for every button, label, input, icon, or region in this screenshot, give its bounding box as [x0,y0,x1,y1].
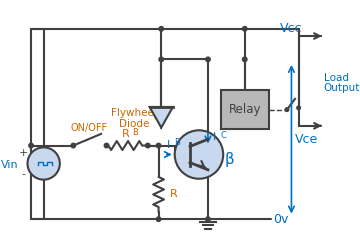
Circle shape [104,143,109,148]
Text: I: I [213,132,217,142]
Text: Vcc: Vcc [280,22,302,35]
Circle shape [243,57,247,62]
Bar [221,90,269,129]
Text: β: β [225,152,235,166]
Text: Load: Load [324,73,349,83]
Circle shape [156,143,161,148]
Text: Diode: Diode [119,119,149,129]
Circle shape [29,143,33,148]
Circle shape [145,143,150,148]
Circle shape [159,57,163,62]
Circle shape [71,143,76,148]
Text: B: B [174,138,180,147]
Circle shape [175,130,223,179]
Text: Relay: Relay [229,103,261,116]
Text: Output: Output [324,83,360,93]
Circle shape [159,27,163,31]
Polygon shape [150,107,173,127]
Circle shape [285,108,289,111]
Text: Vce: Vce [295,133,318,146]
Circle shape [297,106,300,110]
Text: R: R [170,189,178,199]
Circle shape [206,57,210,62]
Text: +: + [19,148,28,158]
Circle shape [206,217,210,221]
Text: ON/OFF: ON/OFF [71,123,108,133]
Text: R: R [122,129,130,139]
Circle shape [156,217,161,221]
Text: Flywheel: Flywheel [111,108,157,118]
Text: I: I [167,140,170,150]
Text: B: B [132,127,138,137]
Text: -: - [22,169,26,179]
Text: Vin: Vin [1,160,18,170]
Text: 0v: 0v [274,213,289,226]
Text: C: C [221,131,226,140]
Circle shape [27,147,60,180]
Circle shape [243,27,247,31]
